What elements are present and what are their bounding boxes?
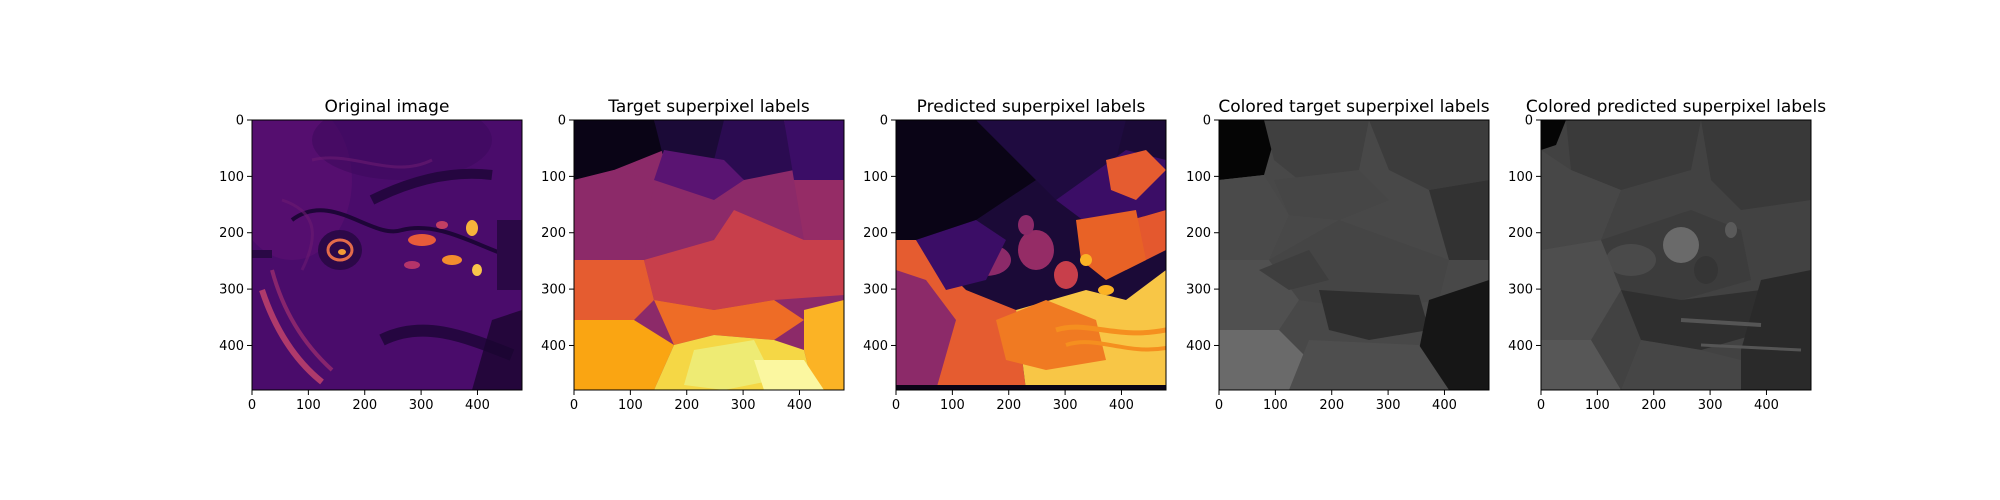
panel-title: Colored target superpixel labels — [1218, 97, 1489, 117]
x-tick-label: 0 — [570, 398, 578, 413]
x-tick-label: 0 — [1215, 398, 1223, 413]
panel-title: Target superpixel labels — [607, 97, 810, 117]
x-tick-label: 400 — [465, 398, 490, 413]
y-tick-label: 300 — [541, 283, 566, 298]
x-tick-label: 200 — [1641, 398, 1666, 413]
image-colored-target-labels — [1219, 120, 1489, 390]
y-tick-label: 400 — [1508, 339, 1533, 354]
x-tick-label: 0 — [892, 398, 900, 413]
x-tick-label: 0 — [248, 398, 256, 413]
panel-original-image: Original image 0 100 200 300 40 — [219, 97, 523, 413]
x-tick-label: 300 — [409, 398, 434, 413]
y-tick-label: 100 — [1508, 170, 1533, 185]
x-tick-label: 100 — [1585, 398, 1610, 413]
x-tick-label: 300 — [1698, 398, 1723, 413]
y-tick-label: 200 — [541, 226, 566, 241]
y-tick-label: 0 — [558, 114, 566, 129]
x-tick-label: 0 — [1537, 398, 1545, 413]
y-tick-label: 400 — [219, 339, 244, 354]
y-tick-label: 100 — [541, 170, 566, 185]
x-tick-label: 300 — [1053, 398, 1078, 413]
y-tick-label: 400 — [541, 339, 566, 354]
y-tick-label: 200 — [863, 226, 888, 241]
y-tick-label: 400 — [1186, 339, 1211, 354]
panel-target-labels: Target superpixel labels 0 100 200 300 400 0… — [541, 97, 845, 413]
x-tick-label: 300 — [1376, 398, 1401, 413]
x-tick-label: 300 — [731, 398, 756, 413]
x-tick-label: 100 — [940, 398, 965, 413]
panel-colored-target-labels: Colored target superpixel labels 0 100 200… — [1186, 97, 1490, 413]
y-tick-label: 300 — [219, 283, 244, 298]
x-tick-label: 400 — [1432, 398, 1457, 413]
x-tick-label: 400 — [787, 398, 812, 413]
y-tick-label: 400 — [863, 339, 888, 354]
x-tick-label: 100 — [296, 398, 321, 413]
image-predicted-labels — [896, 120, 1166, 390]
x-tick-label: 200 — [352, 398, 377, 413]
x-tick-label: 200 — [996, 398, 1021, 413]
x-tick-label: 100 — [618, 398, 643, 413]
panel-predicted-labels: Predicted superpixel labels 0 100 20 — [863, 97, 1167, 413]
image-target-labels — [574, 120, 844, 390]
image-original — [252, 120, 522, 390]
axes-frame — [895, 119, 1167, 391]
axes-frame — [573, 119, 845, 391]
y-tick-label: 0 — [880, 114, 888, 129]
y-tick-label: 0 — [236, 114, 244, 129]
x-tick-label: 200 — [674, 398, 699, 413]
y-tick-label: 0 — [1525, 114, 1533, 129]
x-tick-label: 200 — [1319, 398, 1344, 413]
y-tick-label: 0 — [1203, 114, 1211, 129]
y-tick-label: 200 — [219, 226, 244, 241]
panel-title: Original image — [325, 97, 450, 117]
y-tick-label: 200 — [1508, 226, 1533, 241]
panel-title: Predicted superpixel labels — [917, 97, 1146, 117]
axes-frame — [1540, 119, 1812, 391]
y-tick-label: 100 — [863, 170, 888, 185]
y-tick-label: 200 — [1186, 226, 1211, 241]
x-tick-label: 400 — [1754, 398, 1779, 413]
panel-title: Colored predicted superpixel labels — [1526, 97, 1826, 117]
image-colored-predicted-labels — [1541, 120, 1811, 390]
y-tick-label: 300 — [1508, 283, 1533, 298]
y-tick-label: 100 — [219, 170, 244, 185]
x-tick-label: 400 — [1109, 398, 1134, 413]
y-tick-label: 100 — [1186, 170, 1211, 185]
axes-frame — [1218, 119, 1490, 391]
y-tick-label: 300 — [1186, 283, 1211, 298]
axes-frame — [251, 119, 523, 391]
y-tick-label: 300 — [863, 283, 888, 298]
x-tick-label: 100 — [1263, 398, 1288, 413]
panel-colored-predicted-labels: Colored predicted superpixel labels 0 100… — [1508, 97, 1826, 413]
